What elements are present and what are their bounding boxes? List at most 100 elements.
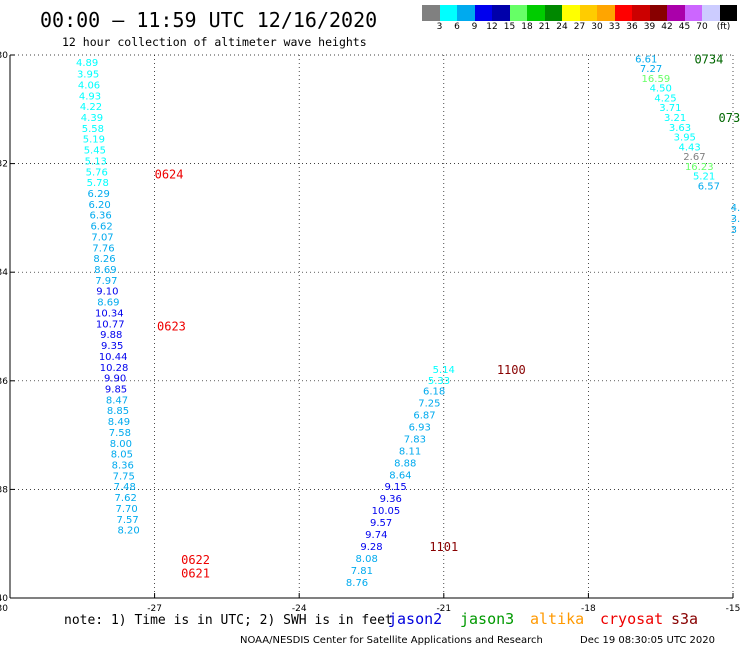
wave-height-value: 4.22 xyxy=(80,102,102,113)
satellite-legend-cryosat: cryosat xyxy=(600,610,664,628)
y-tick-label: -32 xyxy=(0,160,8,170)
y-tick-label: -30 xyxy=(0,51,8,61)
wave-height-value: 10.44 xyxy=(99,352,128,363)
wave-height-value: 8.85 xyxy=(107,406,129,417)
color-swatch xyxy=(457,5,475,21)
wave-height-value: 7.57 xyxy=(116,515,138,526)
wave-height-value: 6.20 xyxy=(89,200,111,211)
wave-height-value: 9.36 xyxy=(380,494,402,505)
color-swatch xyxy=(474,5,492,21)
color-swatch xyxy=(492,5,510,21)
color-scale-label: 3 xyxy=(436,22,443,32)
color-swatch xyxy=(422,5,440,21)
wave-height-value: 7.58 xyxy=(109,428,131,439)
color-scale-label: 6 xyxy=(454,22,460,32)
color-swatch xyxy=(719,5,737,21)
wave-height-value: 9.57 xyxy=(370,518,392,529)
color-scale-label: 18 xyxy=(521,22,533,32)
y-tick-label: -36 xyxy=(0,377,8,387)
wave-height-value: 4.89 xyxy=(76,58,98,69)
pass-time-label: 073 xyxy=(719,111,740,125)
pass-time-label: 0623 xyxy=(157,320,186,334)
color-swatch xyxy=(579,5,597,21)
wave-height-value: 6.61 xyxy=(635,54,657,65)
page-subtitle: 12 hour collection of altimeter wave hei… xyxy=(62,35,367,49)
wave-height-value: 5.19 xyxy=(83,135,105,146)
color-scale-label: 21 xyxy=(538,22,551,32)
color-scale-label: 27 xyxy=(573,22,586,32)
color-scale-label: 12 xyxy=(486,22,498,32)
color-swatch xyxy=(632,5,650,21)
color-scale-label: 36 xyxy=(626,22,638,32)
footer-note: note: 1) Time is in UTC; 2) SWH is in fe… xyxy=(64,613,393,628)
wave-height-value: 2.67 xyxy=(683,152,705,163)
wave-height-value: 4.39 xyxy=(81,113,103,124)
x-tick-label: -27 xyxy=(147,604,162,614)
wave-height-value: 8.36 xyxy=(112,461,134,472)
wave-height-value: 7.62 xyxy=(115,493,137,504)
wave-height-value: 9.90 xyxy=(104,374,126,385)
y-tick-label: -38 xyxy=(0,485,8,495)
wave-height-value: 5.76 xyxy=(86,167,108,178)
wave-height-value: 6.62 xyxy=(90,222,112,233)
color-scale-label: 45 xyxy=(678,22,691,32)
wave-height-value: 7.70 xyxy=(116,504,138,515)
color-scale-label: 70 xyxy=(696,22,708,32)
wave-height-value: 5.33 xyxy=(428,376,450,387)
wave-height-value: 4.25 xyxy=(654,93,676,104)
wave-height-value: 7.76 xyxy=(92,243,114,254)
wave-height-value: 6.87 xyxy=(413,411,435,422)
footer-credit: NOAA/NESDIS Center for Satellite Applica… xyxy=(240,635,543,646)
wave-height-color-scale xyxy=(422,5,737,21)
wave-height-value: 5.14 xyxy=(433,365,455,376)
wave-height-value: 5.45 xyxy=(84,146,106,157)
wave-height-value: 8.05 xyxy=(111,450,133,461)
pass-time-label: 0622 xyxy=(181,553,210,567)
satellite-legend-altika: altika xyxy=(530,610,585,628)
color-swatch xyxy=(562,5,580,21)
wave-height-value: 9.88 xyxy=(100,330,122,341)
wave-height-value: 8.76 xyxy=(346,578,368,589)
corner-tick-label: -30 xyxy=(0,604,8,614)
wave-height-value: 9.35 xyxy=(101,341,123,352)
wave-height-value: 6.29 xyxy=(88,189,110,200)
color-scale-label: (ft) xyxy=(716,22,731,32)
wave-height-value: 8.00 xyxy=(110,439,132,450)
color-scale-label: 33 xyxy=(608,22,621,32)
wave-height-value: 4.9 xyxy=(731,203,740,214)
wave-height-value: 9.28 xyxy=(360,542,382,553)
footer-generated-time: Dec 19 08:30:05 UTC 2020 xyxy=(580,635,715,646)
pass-time-label: 1100 xyxy=(497,363,526,377)
wave-height-value: 8.08 xyxy=(356,554,378,565)
wave-height-value: 8.49 xyxy=(108,417,130,428)
color-scale-label: 9 xyxy=(471,22,478,32)
color-swatch xyxy=(527,5,545,21)
wave-height-value: 8.88 xyxy=(394,458,416,469)
wave-height-value: 10.28 xyxy=(100,363,129,374)
wave-height-value: 10.05 xyxy=(372,506,401,517)
wave-height-value: 9.74 xyxy=(365,530,387,541)
color-scale-label: 39 xyxy=(643,22,656,32)
y-tick-label: -40 xyxy=(0,594,8,604)
wave-height-value: 6.36 xyxy=(89,211,111,222)
wave-height-value: 4.43 xyxy=(678,142,700,153)
color-swatch xyxy=(702,5,720,21)
page-title: 00:00 – 11:59 UTC 12/16/2020 xyxy=(40,8,378,32)
wave-height-value: 4.50 xyxy=(650,84,672,95)
wave-height-value: 5.21 xyxy=(693,172,715,183)
wave-height-value: 3 xyxy=(731,225,737,236)
x-tick-label: -18 xyxy=(581,604,596,614)
wave-height-value: 3.63 xyxy=(669,123,691,134)
color-scale-label: 30 xyxy=(591,22,603,32)
wave-height-value: 9.10 xyxy=(96,287,118,298)
color-swatch xyxy=(544,5,562,21)
color-scale-label: 15 xyxy=(503,22,516,32)
wave-height-value: 8.64 xyxy=(389,470,411,481)
wave-height-value: 5.78 xyxy=(87,178,109,189)
wave-height-value: 5.13 xyxy=(85,156,107,167)
color-swatch xyxy=(667,5,685,21)
x-tick-label: -24 xyxy=(292,604,307,614)
wave-height-value: 8.20 xyxy=(117,526,139,537)
color-swatch xyxy=(649,5,667,21)
